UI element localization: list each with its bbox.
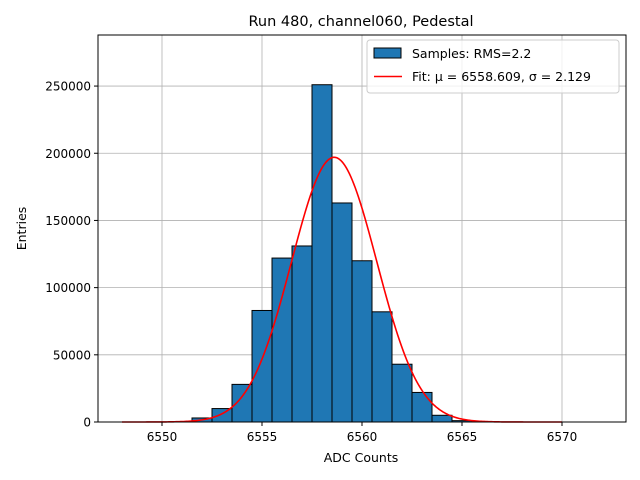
histogram-bar bbox=[211, 408, 233, 423]
y-tick-label: 250000 bbox=[45, 80, 91, 94]
histogram-bar bbox=[271, 257, 293, 423]
y-tick-label: 100000 bbox=[45, 281, 91, 295]
histogram-bar bbox=[371, 311, 393, 423]
x-tick-label: 6570 bbox=[547, 430, 578, 444]
histogram-bar bbox=[251, 309, 273, 423]
chart-title: Run 480, channel060, Pedestal bbox=[248, 14, 473, 30]
legend-samples-label: Samples: RMS=2.2 bbox=[412, 46, 531, 61]
histogram-bar bbox=[311, 84, 333, 423]
y-tick-label: 200000 bbox=[45, 147, 91, 161]
histogram-bar bbox=[411, 391, 433, 423]
legend-fit-mu: μ = 6558.609 bbox=[435, 69, 521, 84]
legend: Samples: RMS=2.2 Fit: μ = 6558.609, σ = … bbox=[366, 39, 620, 94]
legend-fit-label: Fit: μ = 6558.609, σ = 2.129 bbox=[412, 69, 591, 84]
legend-box bbox=[366, 39, 620, 94]
histogram-bar bbox=[351, 260, 373, 423]
legend-samples-swatch bbox=[373, 47, 402, 59]
legend-fit-prefix: Fit: bbox=[412, 69, 435, 84]
histogram-bars bbox=[191, 84, 473, 423]
histogram-bar bbox=[331, 202, 353, 423]
legend-fit-sigma: σ = 2.129 bbox=[529, 69, 591, 84]
histogram-bar bbox=[431, 414, 453, 423]
x-tick-label: 6550 bbox=[147, 430, 178, 444]
y-tick-label: 0 bbox=[83, 416, 91, 430]
histogram-bar bbox=[231, 383, 253, 423]
y-tick-label: 50000 bbox=[53, 348, 91, 362]
histogram-bar bbox=[391, 363, 413, 423]
x-axis-ticks: 6550 6555 6560 6565 6570 bbox=[147, 422, 578, 444]
x-tick-label: 6560 bbox=[347, 430, 378, 444]
x-tick-label: 6555 bbox=[247, 430, 278, 444]
x-axis-label: ADC Counts bbox=[324, 450, 399, 465]
histogram-bar bbox=[291, 245, 313, 423]
legend-fit-separator: , bbox=[521, 69, 529, 84]
y-tick-label: 150000 bbox=[45, 214, 91, 228]
y-axis-label: Entries bbox=[14, 207, 29, 251]
y-axis-ticks: 0 50000 100000 150000 200000 250000 bbox=[45, 80, 98, 430]
x-tick-label: 6565 bbox=[447, 430, 478, 444]
